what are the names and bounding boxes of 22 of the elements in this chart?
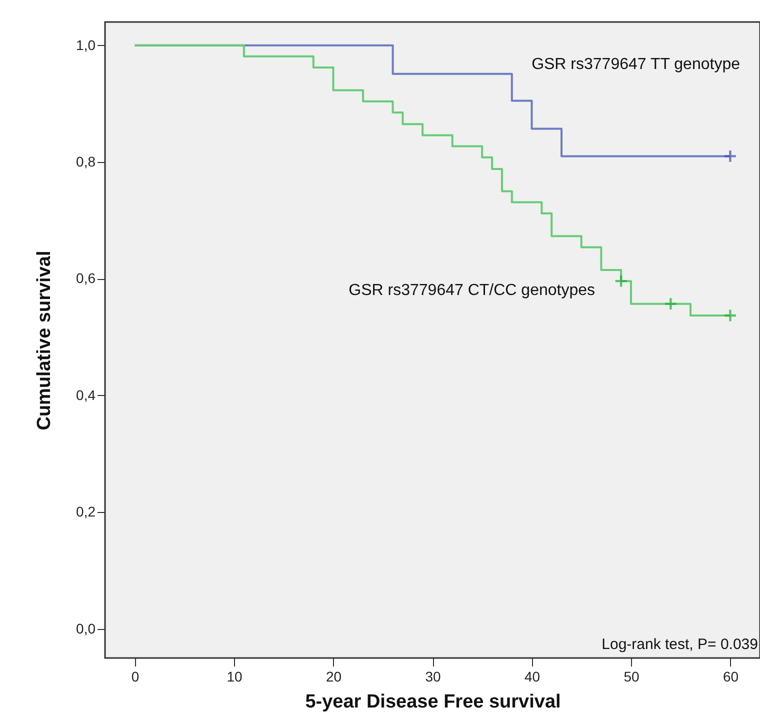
x-axis-title: 5-year Disease Free survival (305, 692, 561, 712)
y-tick-label: 0,0 (76, 620, 96, 636)
annotation: Log-rank test, P= 0.039 (602, 636, 758, 653)
series-label: GSR rs3779647 CT/CC genotypes (348, 282, 595, 299)
y-tick-label: 0,8 (76, 154, 96, 170)
x-tick-label: 0 (131, 668, 140, 684)
x-tick-label: 40 (524, 668, 540, 684)
point (614, 274, 628, 288)
series-label: GSR rs3779647 TT genotype (532, 56, 740, 73)
point (723, 308, 738, 322)
y-tick-label: 1,0 (76, 36, 96, 53)
x-tick-label: 50 (624, 668, 640, 684)
x-tick-label: 20 (326, 668, 342, 684)
y-tick-label: 0,2 (76, 504, 96, 520)
point (723, 149, 738, 164)
y-axis-title: Cumulative survival (34, 250, 56, 430)
x-tick-label: 10 (226, 668, 243, 684)
x-tick-label: 60 (722, 668, 739, 684)
point (664, 297, 678, 311)
y-tick-label: 0,6 (76, 270, 96, 286)
x-tick-label: 30 (425, 668, 441, 684)
y-tick-label: 0,4 (76, 386, 96, 403)
